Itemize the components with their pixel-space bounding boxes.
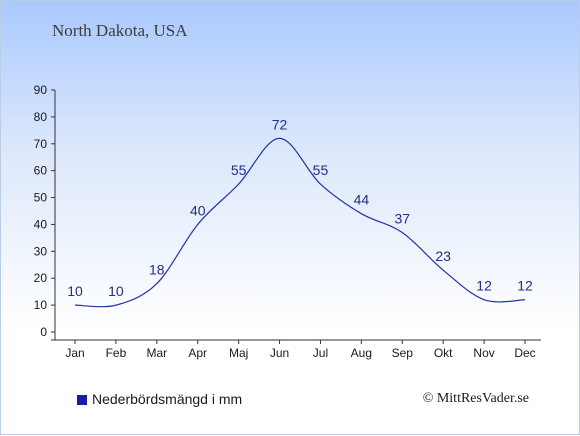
x-tick-label: Okt: [434, 346, 453, 360]
data-label: 55: [313, 162, 329, 178]
data-label: 12: [517, 278, 533, 294]
x-tick-label: Nov: [473, 346, 494, 360]
legend-label: Nederbördsmängd i mm: [92, 391, 243, 407]
x-tick-label: Mar: [146, 346, 167, 360]
x-tick-label: Dec: [514, 346, 535, 360]
y-tick-label: 20: [34, 271, 48, 285]
y-tick-label: 0: [40, 325, 47, 339]
y-axis-ticks: 0 10 20 30 40 50 60 70 80 90: [34, 83, 55, 339]
data-labels: 10 10 18 40 55 72 55 44 37 23 12 12: [67, 116, 533, 299]
data-label: 18: [149, 262, 165, 278]
y-tick-label: 40: [34, 217, 48, 231]
x-axis-ticks: Jan Feb Mar Apr Maj Jun Jul Aug Sep Okt Nov Dec: [65, 340, 536, 360]
data-label: 10: [108, 283, 124, 299]
y-tick-label: 80: [34, 110, 48, 124]
y-tick-label: 70: [34, 137, 48, 151]
data-label: 23: [435, 248, 451, 264]
y-tick-label: 50: [34, 191, 48, 205]
y-tick-label: 90: [34, 83, 48, 97]
x-tick-label: Feb: [106, 346, 127, 360]
y-tick-label: 10: [34, 298, 48, 312]
x-tick-label: Aug: [351, 346, 372, 360]
series-layer: [74, 137, 526, 308]
x-tick-label: Jul: [313, 346, 328, 360]
data-label: 44: [354, 192, 370, 208]
x-tick-label: Sep: [392, 346, 414, 360]
data-label: 72: [272, 116, 288, 132]
data-label: 10: [67, 283, 83, 299]
y-tick-label: 60: [34, 164, 48, 178]
data-label: 55: [231, 162, 247, 178]
y-tick-label: 30: [34, 244, 48, 258]
chart-location-title: North Dakota, USA: [52, 21, 188, 40]
legend: Nederbördsmängd i mm: [77, 391, 242, 407]
x-tick-label: Jan: [65, 346, 84, 360]
data-label: 40: [190, 202, 206, 218]
x-tick-label: Jun: [270, 346, 289, 360]
x-tick-label: Maj: [229, 346, 248, 360]
data-label: 12: [476, 278, 492, 294]
x-tick-label: Apr: [188, 346, 207, 360]
legend-swatch: [77, 395, 87, 405]
copyright-notice: © MittResVader.se: [422, 391, 529, 406]
series-line: [74, 137, 526, 308]
data-label: 37: [394, 211, 410, 227]
axes: [51, 90, 541, 341]
